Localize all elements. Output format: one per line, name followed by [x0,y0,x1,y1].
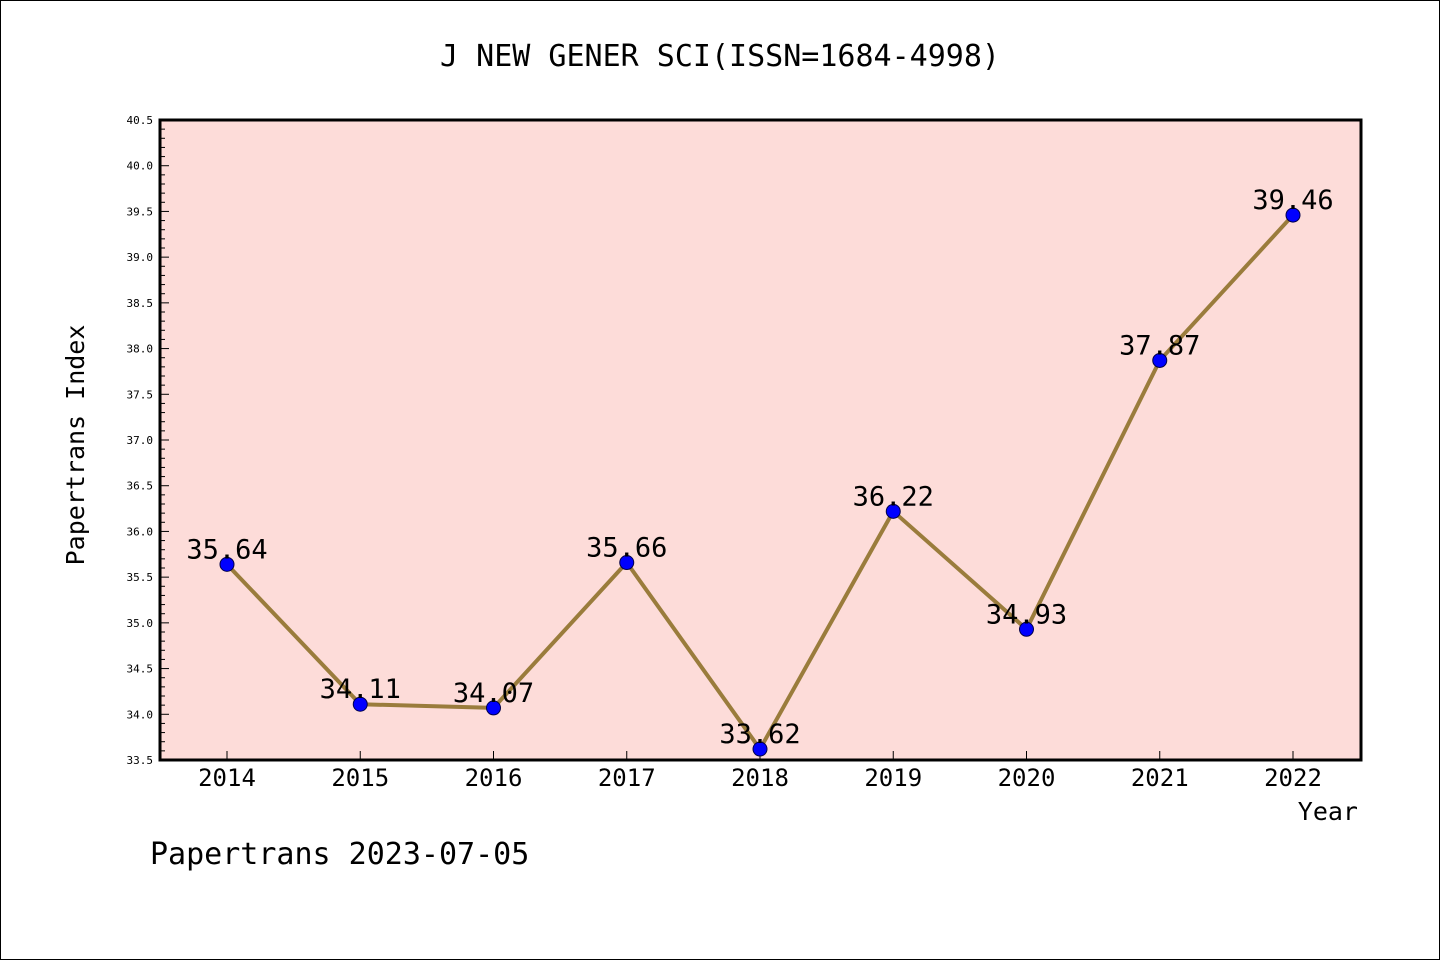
data-label: 37.87 [1119,330,1200,361]
x-tick-label: 2021 [1131,764,1189,792]
plot-border [158,118,1363,762]
x-tick-label: 2018 [731,764,789,792]
x-tick-label: 2014 [198,764,256,792]
y-tick-label: 36.0 [127,525,154,538]
y-tick-label: 40.0 [127,160,154,173]
y-tick-label: 34.0 [127,708,154,721]
x-tick-label: 2015 [331,764,389,792]
y-tick-label: 38.5 [127,297,154,310]
x-tick-label: 2017 [598,764,656,792]
data-label: 36.22 [853,481,934,512]
plot-area [160,120,1361,760]
x-tick-label: 2022 [1264,764,1322,792]
y-tick-label: 40.5 [127,114,154,127]
y-tick-label: 33.5 [127,754,154,767]
x-axis: 2014 2015 2016 2017 2018 2019 2020 2021 2022 [198,751,1322,792]
y-tick-label: 37.0 [127,434,154,447]
x-tick-label: 2020 [998,764,1056,792]
data-label: 34.93 [986,599,1067,630]
y-tick-label: 37.5 [127,388,154,401]
data-label: 34.11 [320,674,401,705]
data-label: 34.07 [453,678,534,709]
y-tick-label: 35.0 [127,617,154,630]
data-point [1285,207,1301,223]
x-tick-label: 2019 [864,764,922,792]
data-label: 35.64 [186,534,267,565]
x-axis-title: Year [1298,797,1358,826]
data-point [885,503,901,519]
chart-title: J NEW GENER SCI(ISSN=1684-4998) [440,39,1000,74]
data-label: 39.46 [1252,185,1333,216]
x-tick-label: 2016 [465,764,523,792]
data-point [219,556,235,572]
data-point [1152,352,1168,368]
y-tick-label: 38.0 [127,343,154,356]
data-point [486,700,501,716]
data-label: 35.66 [586,533,667,564]
y-tick-label: 39.0 [127,251,154,264]
y-tick-label: 39.5 [127,205,154,218]
data-labels-group: 35.64 34.11 34.07 35.66 33.62 36.22 34.93 37.87… [186,185,1333,750]
data-point [619,555,635,571]
data-point [352,696,368,712]
markers-group [219,207,1301,757]
y-tick-label: 34.5 [127,663,154,676]
data-label: 33.62 [719,719,800,750]
y-tick-label: 35.5 [127,571,154,584]
y-tick-label: 36.5 [127,480,154,493]
footer-date: Papertrans 2023-07-05 [150,837,529,872]
data-point [1019,621,1034,637]
data-point [752,741,768,757]
y-axis-title: Papertrans Index [61,325,90,566]
y-axis: 33.5 34.0 34.5 35.0 35.5 36.0 36.5 37.0 37.5 38.0… [127,114,169,767]
